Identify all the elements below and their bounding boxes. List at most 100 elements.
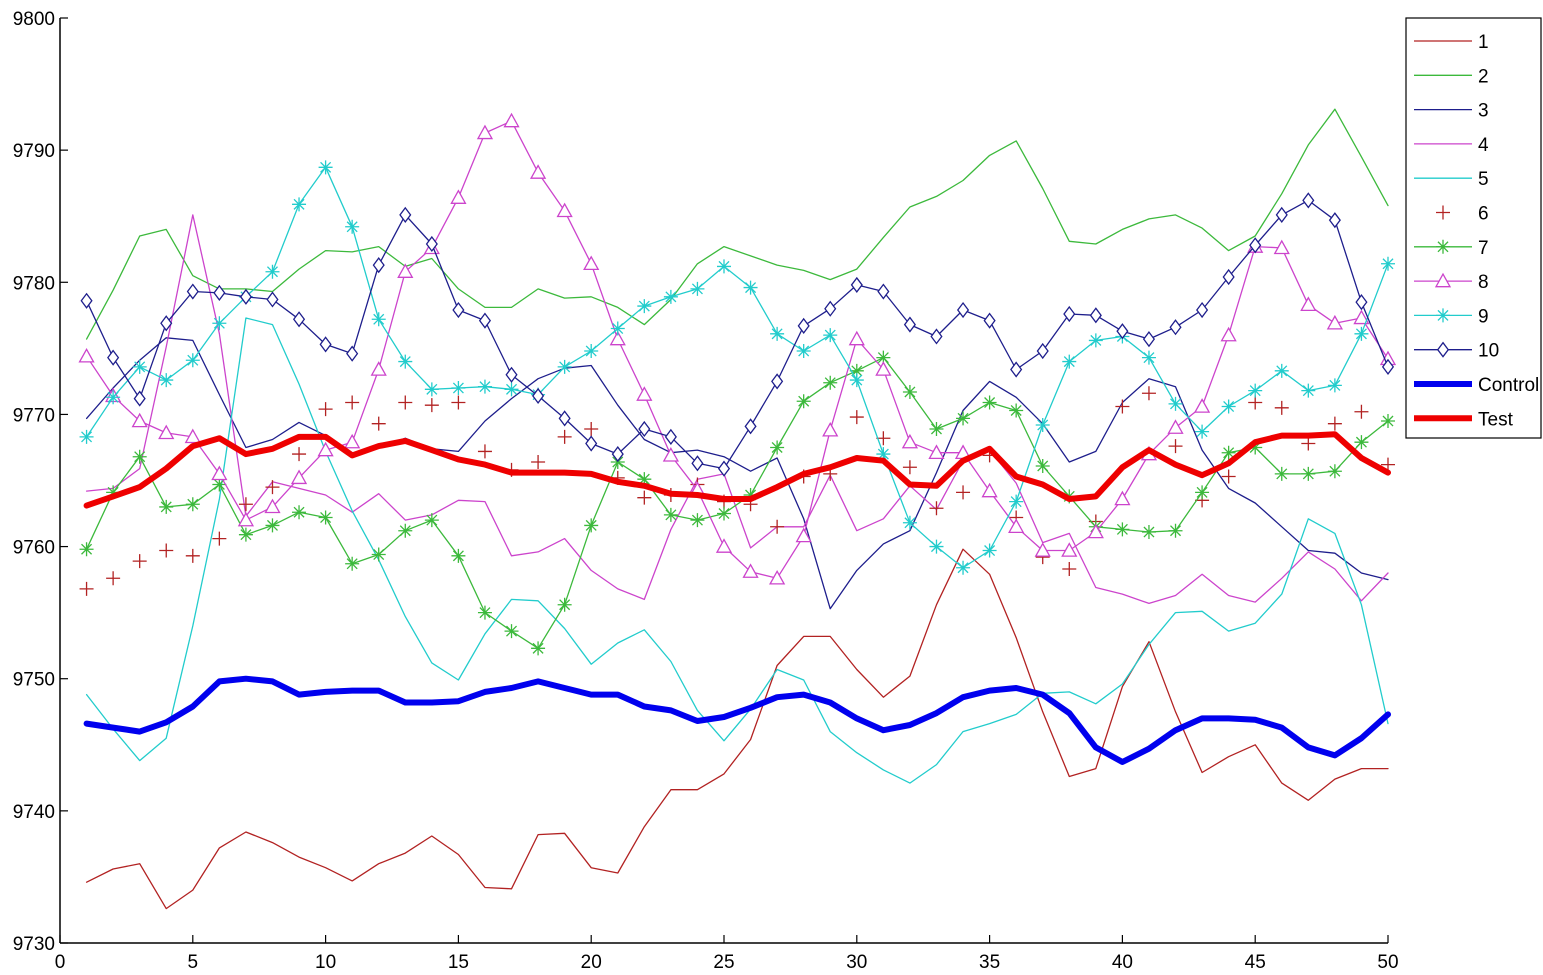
data-point — [212, 477, 227, 492]
data-point — [690, 281, 705, 296]
y-axis-ticks: 9730 9740 9750 9760 9770 9780 9790 9800 — [13, 9, 68, 955]
data-point — [1168, 396, 1183, 411]
series-6 — [79, 386, 1395, 596]
data-point — [1114, 490, 1131, 506]
legend: 1 2 3 4 5 6 7 8 9 10 Control Test — [1405, 17, 1542, 439]
data-point — [1062, 354, 1077, 369]
data-point — [424, 398, 439, 413]
data-point — [1036, 342, 1049, 360]
data-point — [529, 164, 547, 179]
data-point — [1328, 212, 1341, 229]
data-point — [636, 386, 653, 401]
data-point — [290, 469, 308, 485]
data-point — [212, 316, 227, 331]
x-tick-label: 30 — [846, 952, 867, 973]
data-point — [1196, 301, 1209, 319]
data-point — [771, 373, 784, 390]
legend-label: 5 — [1478, 169, 1489, 190]
data-point — [398, 523, 413, 538]
legend-label: 7 — [1478, 238, 1489, 259]
data-point — [106, 485, 121, 500]
data-point — [213, 284, 226, 301]
data-point — [928, 444, 945, 459]
legend-item-Control: Control — [1414, 375, 1539, 396]
legend-marker — [1436, 308, 1450, 323]
x-axis-ticks: 0 5 10 15 20 25 30 35 40 45 50 — [55, 935, 1399, 973]
data-point — [1301, 466, 1316, 481]
data-point — [903, 316, 916, 333]
data-point — [398, 395, 413, 410]
y-tick-label: 9730 — [13, 934, 55, 955]
data-point — [663, 289, 678, 304]
data-point — [79, 581, 94, 596]
data-point — [796, 344, 811, 358]
data-point — [398, 354, 413, 369]
data-point — [691, 455, 704, 472]
series-line-Control — [83, 675, 1391, 765]
data-point — [609, 330, 626, 346]
data-point — [504, 624, 519, 639]
data-point — [1220, 326, 1237, 342]
legend-item-10: 10 — [1414, 341, 1499, 362]
data-point — [558, 410, 571, 427]
data-point — [476, 124, 494, 140]
data-point — [796, 394, 811, 409]
data-point — [1248, 395, 1263, 410]
data-point — [1248, 383, 1263, 398]
data-point — [664, 428, 677, 445]
legend-item-4: 4 — [1414, 135, 1489, 156]
data-point — [451, 381, 466, 395]
legend-item-7: 7 — [1414, 238, 1489, 259]
data-point — [372, 257, 385, 274]
data-point — [78, 347, 95, 363]
data-point — [611, 445, 624, 463]
data-point — [1273, 239, 1290, 255]
data-point — [930, 328, 943, 345]
data-point — [1301, 383, 1316, 398]
data-point — [107, 349, 120, 366]
data-point — [106, 571, 121, 586]
data-point — [345, 395, 360, 410]
data-point — [849, 373, 864, 388]
data-point — [1326, 314, 1343, 330]
legend-item-3: 3 — [1414, 101, 1489, 122]
data-point — [742, 563, 759, 578]
data-point — [505, 366, 518, 383]
data-point — [265, 480, 280, 495]
legend-label: 2 — [1478, 66, 1489, 87]
x-tick-label: 25 — [713, 952, 734, 973]
data-point — [770, 519, 785, 534]
data-point — [956, 411, 971, 426]
data-point — [132, 359, 147, 374]
legend-label: Control — [1478, 375, 1539, 396]
data-point — [451, 395, 466, 410]
data-point — [823, 375, 838, 390]
data-point — [185, 548, 200, 563]
data-point — [717, 460, 731, 477]
data-point — [237, 511, 255, 527]
data-point — [132, 554, 147, 569]
data-point — [477, 444, 492, 459]
data-point — [557, 359, 572, 374]
series-line-2 — [85, 108, 1389, 340]
series-3 — [85, 337, 1389, 610]
data-point — [1353, 309, 1370, 325]
data-point — [929, 421, 944, 436]
data-point — [239, 288, 252, 305]
data-point — [1009, 403, 1024, 418]
data-point — [584, 344, 599, 358]
data-point — [1141, 350, 1156, 365]
data-point — [133, 390, 146, 407]
legend-box — [1405, 17, 1542, 439]
data-point — [238, 497, 253, 512]
data-point — [450, 189, 467, 204]
x-tick-label: 45 — [1245, 952, 1266, 973]
data-point — [344, 433, 361, 449]
data-point — [1381, 414, 1395, 429]
series-2 — [85, 108, 1389, 340]
data-point — [186, 283, 199, 300]
data-point — [956, 485, 971, 500]
data-point — [212, 531, 227, 546]
data-point — [211, 465, 228, 481]
data-point — [265, 518, 280, 533]
